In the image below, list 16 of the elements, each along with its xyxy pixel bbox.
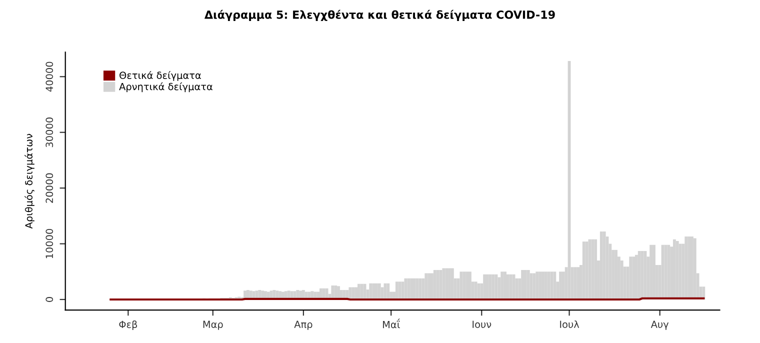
- legend-label: Αρνητικά δείγματα: [119, 82, 212, 92]
- x-tick-label: Απρ: [294, 320, 312, 330]
- x-tick-label: Μαρ: [203, 320, 223, 330]
- y-tick-label: 20000: [46, 173, 54, 203]
- y-tick-label: 40000: [46, 62, 54, 92]
- y-tick-label: 10000: [46, 228, 54, 258]
- x-tick-label: Ιουν: [472, 320, 492, 328]
- y-axis-title: Αριθμός δειγμάτων: [24, 134, 34, 229]
- x-tick-label: Αυγ: [650, 320, 669, 330]
- x-tick-label: Ιουλ: [560, 320, 580, 328]
- x-tick-label: Φεβ: [119, 320, 138, 330]
- x-tick-label: Μαΐ: [382, 318, 400, 328]
- y-tick-label: 30000: [46, 118, 54, 148]
- chart-title: Διάγραμμα 5: Ελεγχθέντα και θετικά δείγματα COVID-19: [204, 10, 555, 22]
- y-tick-label: 0: [46, 297, 54, 302]
- legend-label: Θετικά δείγματα: [120, 71, 201, 81]
